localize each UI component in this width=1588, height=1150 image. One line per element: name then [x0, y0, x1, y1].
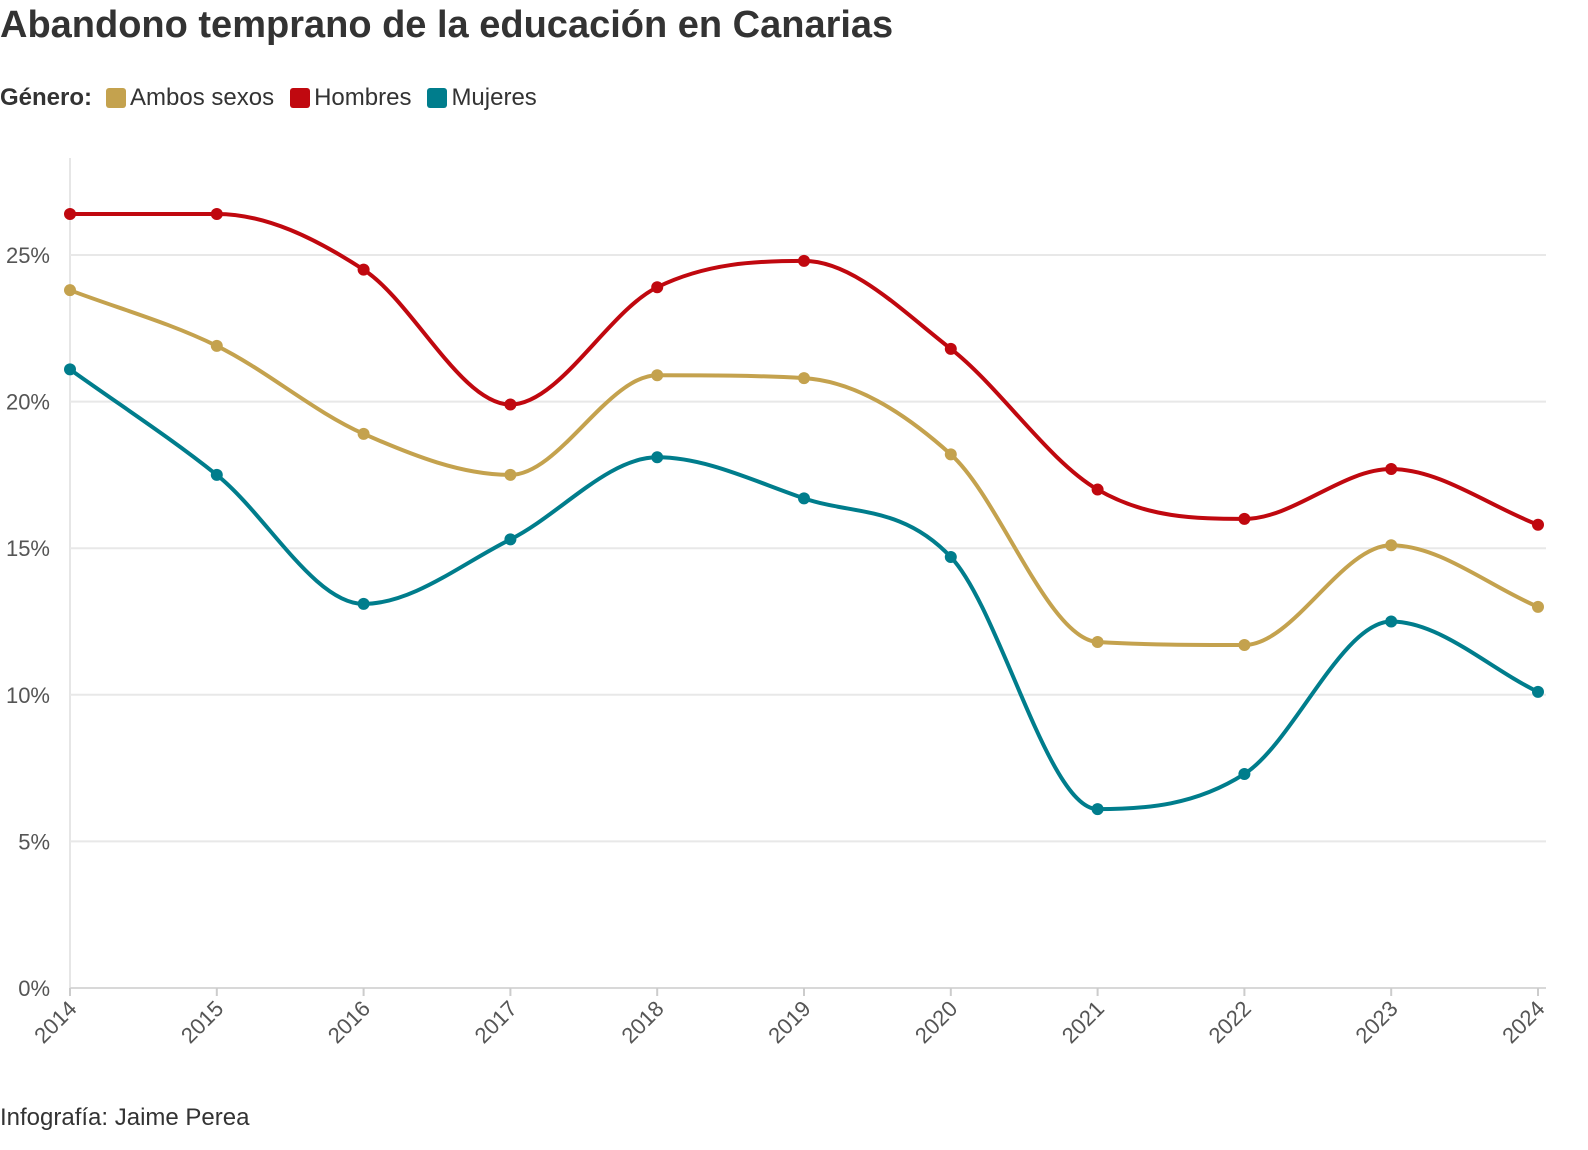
legend-label: Género:	[0, 84, 93, 111]
x-tick-label: 2020	[910, 996, 962, 1048]
data-point	[944, 550, 957, 563]
data-point	[798, 372, 810, 385]
data-point	[64, 363, 76, 376]
data-point	[210, 339, 223, 352]
data-point	[798, 254, 810, 267]
legend-item-hombres[interactable]: Hombres	[290, 84, 411, 112]
legend-swatch	[427, 88, 448, 108]
data-point	[1532, 685, 1544, 698]
data-point	[651, 369, 664, 382]
y-tick-label: 0%	[18, 976, 50, 1001]
data-point	[944, 448, 957, 461]
y-tick-label: 15%	[6, 536, 50, 561]
x-tick-label: 2018	[616, 996, 668, 1048]
data-point	[1385, 615, 1398, 628]
credit: Infografía: Jaime Perea	[0, 1104, 250, 1131]
y-tick-label: 25%	[6, 243, 50, 268]
data-point	[504, 398, 517, 411]
data-point	[651, 451, 664, 464]
data-point	[1532, 600, 1544, 613]
data-point	[357, 597, 370, 610]
data-point	[504, 533, 517, 546]
legend-swatch	[290, 88, 311, 108]
data-point	[64, 284, 76, 297]
legend-text: Mujeres	[451, 84, 537, 111]
x-tick-label: 2022	[1204, 996, 1256, 1048]
data-point	[798, 492, 810, 505]
data-point	[357, 263, 370, 276]
data-point	[64, 207, 76, 220]
data-point	[210, 468, 223, 481]
y-tick-label: 5%	[18, 829, 50, 854]
data-point	[1238, 512, 1251, 525]
legend: Género: Ambos sexos Hombres Mujeres	[0, 84, 547, 112]
data-point	[1238, 638, 1251, 651]
data-point	[1091, 803, 1104, 816]
legend-item-ambos[interactable]: Ambos sexos	[106, 84, 274, 112]
chart-title: Abandono temprano de la educación en Can…	[0, 4, 894, 46]
data-point	[210, 207, 223, 220]
y-tick-label: 10%	[6, 683, 50, 708]
data-point	[1532, 518, 1544, 531]
data-point	[1091, 636, 1104, 649]
data-point	[1091, 483, 1104, 496]
data-point	[357, 427, 370, 440]
series-line-0	[69, 288, 1539, 647]
data-point	[504, 468, 517, 481]
x-tick-label: 2014	[29, 996, 81, 1048]
x-tick-label: 2021	[1057, 996, 1109, 1048]
x-tick-label: 2016	[323, 996, 375, 1048]
line-chart: 0% 5% 10% 15% 20% 25% 2014 2015 2016 2017 2018 2019…	[6, 158, 1550, 1048]
x-tick-label: 2015	[176, 996, 228, 1048]
legend-text: Ambos sexos	[130, 84, 275, 111]
data-point	[651, 281, 664, 294]
legend-item-mujeres[interactable]: Mujeres	[427, 84, 537, 112]
x-tick-label: 2019	[763, 996, 815, 1048]
y-tick-label: 20%	[6, 390, 50, 415]
legend-text: Hombres	[314, 84, 412, 111]
data-point	[1385, 463, 1398, 476]
x-tick-label: 2023	[1350, 996, 1402, 1048]
legend-swatch	[106, 88, 127, 108]
data-point	[1238, 767, 1251, 780]
x-tick-label: 2017	[470, 996, 522, 1048]
data-point	[1385, 539, 1398, 552]
data-point	[944, 342, 957, 355]
series-line-2	[68, 367, 1539, 812]
x-tick-label: 2024	[1497, 996, 1549, 1048]
